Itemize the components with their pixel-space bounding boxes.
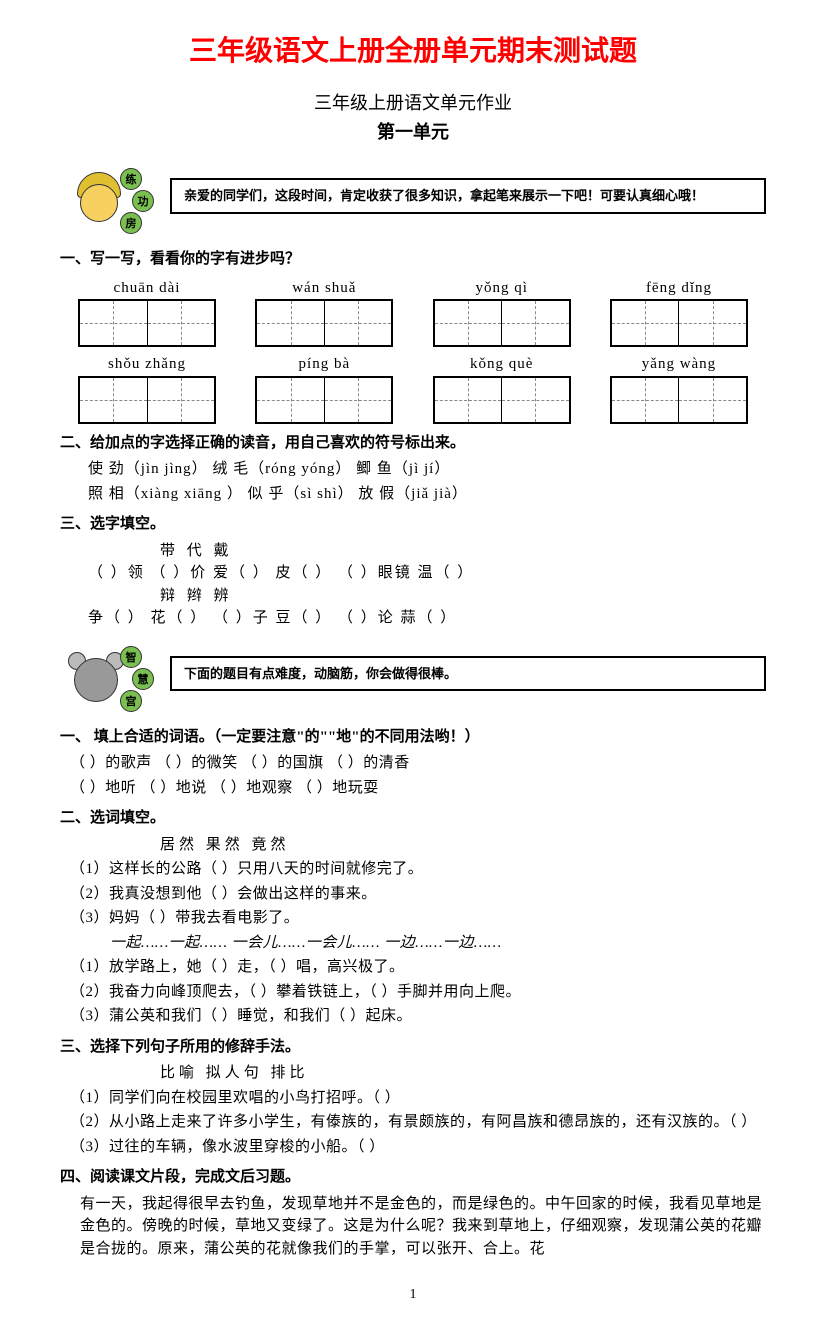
grid-row-1 xyxy=(60,299,766,347)
section-b4-title: 四、阅读课文片段，完成文后习题。 xyxy=(60,1166,766,1189)
secb3-q3: （3）过往的车辆，像水波里穿梭的小船。（ ） xyxy=(70,1136,766,1159)
sec3-words2: 辩 辫 辨 xyxy=(160,585,766,608)
section-1-title: 一、写一写，看看你的字有进步吗？ xyxy=(60,248,766,271)
speech-bubble-2: 下面的题目有点难度，动脑筋，你会做得很棒。 xyxy=(170,656,766,692)
main-title: 三年级语文上册全册单元期末测试题 xyxy=(60,30,766,72)
secb2-q4: （1）放学路上，她（ ）走，（ ）唱，高兴极了。 xyxy=(70,956,766,979)
banner-2: 智 慧 宫 下面的题目有点难度，动脑筋，你会做得很棒。 xyxy=(60,642,766,712)
unit-label: 第一单元 xyxy=(60,119,766,146)
sec2-line2: 照 相（xiàng xiāng ） 似 乎（sì shì） 放 假（jiǎ ji… xyxy=(88,483,766,506)
page-number: 1 xyxy=(60,1284,766,1305)
sec3-words1: 带 代 戴 xyxy=(160,540,766,563)
section-2-title: 二、给加点的字选择正确的读音，用自己喜欢的符号标出来。 xyxy=(60,432,766,455)
banner-1: 练 功 房 亲爱的同学们，这段时间，肯定收获了很多知识，拿起笔来展示一下吧！可要… xyxy=(60,164,766,234)
secb2-q6: （3）蒲公英和我们（ ）睡觉，和我们（ ）起床。 xyxy=(70,1005,766,1028)
secb1-line2: （ ）地听 （ ）地说 （ ）地观察 （ ）地玩耍 xyxy=(70,777,766,800)
section-b2-title: 二、选词填空。 xyxy=(60,807,766,830)
section-b3-title: 三、选择下列句子所用的修辞手法。 xyxy=(60,1036,766,1059)
subtitle: 三年级上册语文单元作业 xyxy=(60,90,766,117)
secb1-line1: （ ）的歌声 （ ）的微笑 （ ）的国旗 （ ）的清香 xyxy=(70,752,766,775)
secb2-q3: （3）妈妈（ ）带我去看电影了。 xyxy=(70,907,766,930)
secb4-para: 有一天，我起得很早去钓鱼，发现草地并不是金色的，而是绿色的。中午回家的时候，我看… xyxy=(80,1193,766,1261)
pinyin-row-2: shǒu zhǎng píng bà kǒng què yǎng wàng xyxy=(60,353,766,376)
secb3-q1: （1）同学们向在校园里欢唱的小鸟打招呼。（ ） xyxy=(70,1087,766,1110)
secb2-words1: 居然 果然 竟然 xyxy=(160,834,766,857)
pinyin-row-1: chuān dài wán shuǎ yǒng qì fēng dǐng xyxy=(60,277,766,300)
sec2-line1: 使 劲（jìn jìng） 绒 毛（róng yóng） 鲫 鱼（jì jí） xyxy=(88,458,766,481)
secb2-q5: （2）我奋力向峰顶爬去，（ ）攀着铁链上，（ ）手脚并用向上爬。 xyxy=(70,981,766,1004)
secb2-q1: （1）这样长的公路（ ）只用八天的时间就修完了。 xyxy=(70,858,766,881)
speech-bubble: 亲爱的同学们，这段时间，肯定收获了很多知识，拿起笔来展示一下吧！可要认真细心哦！ xyxy=(170,178,766,214)
sec3-line2: 争（ ） 花（ ） （ ）子 豆（ ） （ ）论 蒜（ ） xyxy=(88,607,766,630)
section-3-title: 三、选字填空。 xyxy=(60,513,766,536)
mascot-icon: 练 功 房 xyxy=(60,164,170,234)
secb2-words2: 一起……一起…… 一会儿……一会儿…… 一边……一边…… xyxy=(110,932,766,955)
koala-icon: 智 慧 宫 xyxy=(60,642,170,712)
secb2-q2: （2）我真没想到他（ ）会做出这样的事来。 xyxy=(70,883,766,906)
sec3-line1: （ ）领 （ ）价 爱（ ） 皮（ ） （ ）眼镜 温（ ） xyxy=(88,562,766,585)
secb3-words: 比喻 拟人句 排比 xyxy=(160,1062,766,1085)
grid-row-2 xyxy=(60,376,766,424)
section-b1-title: 一、 填上合适的词语。（一定要注意"的""地"的不同用法哟！） xyxy=(60,726,766,749)
secb3-q2: （2）从小路上走来了许多小学生，有傣族的，有景颇族的，有阿昌族和德昂族的，还有汉… xyxy=(70,1111,766,1134)
